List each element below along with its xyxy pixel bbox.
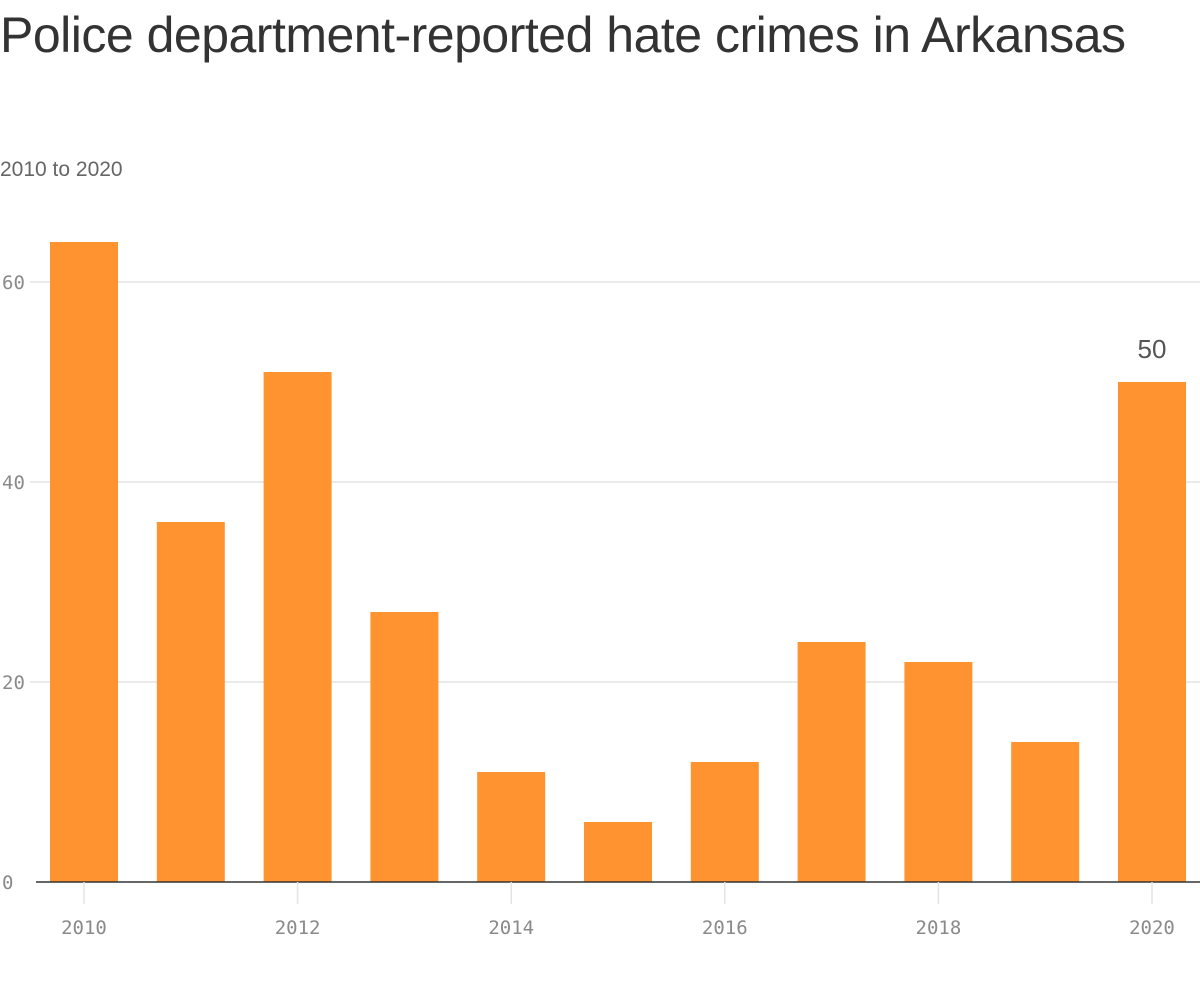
x-tick-label-2012: 2012 <box>275 917 321 939</box>
bar-2018 <box>904 662 973 882</box>
chart-subtitle: 2010 to 2020 <box>0 158 123 181</box>
y-tick-label-60: 60 <box>2 272 25 294</box>
bar-2016 <box>690 762 759 882</box>
bars <box>50 242 1186 882</box>
y-tick-label-0: 0 <box>2 872 13 894</box>
x-axis-ticks: 2010 2012 2014 2016 2018 2020 <box>61 882 1175 939</box>
chart-title: Police department-reported hate crimes i… <box>0 7 1126 63</box>
bar-2017 <box>797 642 866 882</box>
y-tick-label-40: 40 <box>2 472 25 494</box>
data-label-2020: 50 <box>1138 334 1167 364</box>
bar-2010 <box>50 242 118 882</box>
bar-2011 <box>156 522 225 882</box>
y-axis-ticks: 0 20 40 60 <box>2 272 25 894</box>
data-labels: 50 <box>1138 334 1167 364</box>
bar-2012 <box>263 372 332 882</box>
gridlines <box>30 281 1200 683</box>
x-tick-label-2014: 2014 <box>488 917 534 939</box>
bar-2020 <box>1118 382 1186 882</box>
x-tick-label-2020: 2020 <box>1129 917 1175 939</box>
x-tick-label-2018: 2018 <box>916 917 962 939</box>
y-tick-label-20: 20 <box>2 672 25 694</box>
bar-2013 <box>370 612 439 882</box>
bar-2019 <box>1011 742 1080 882</box>
bar-2014 <box>477 772 546 882</box>
x-tick-label-2010: 2010 <box>61 917 107 939</box>
bar-2015 <box>584 822 652 882</box>
x-tick-label-2016: 2016 <box>702 917 748 939</box>
